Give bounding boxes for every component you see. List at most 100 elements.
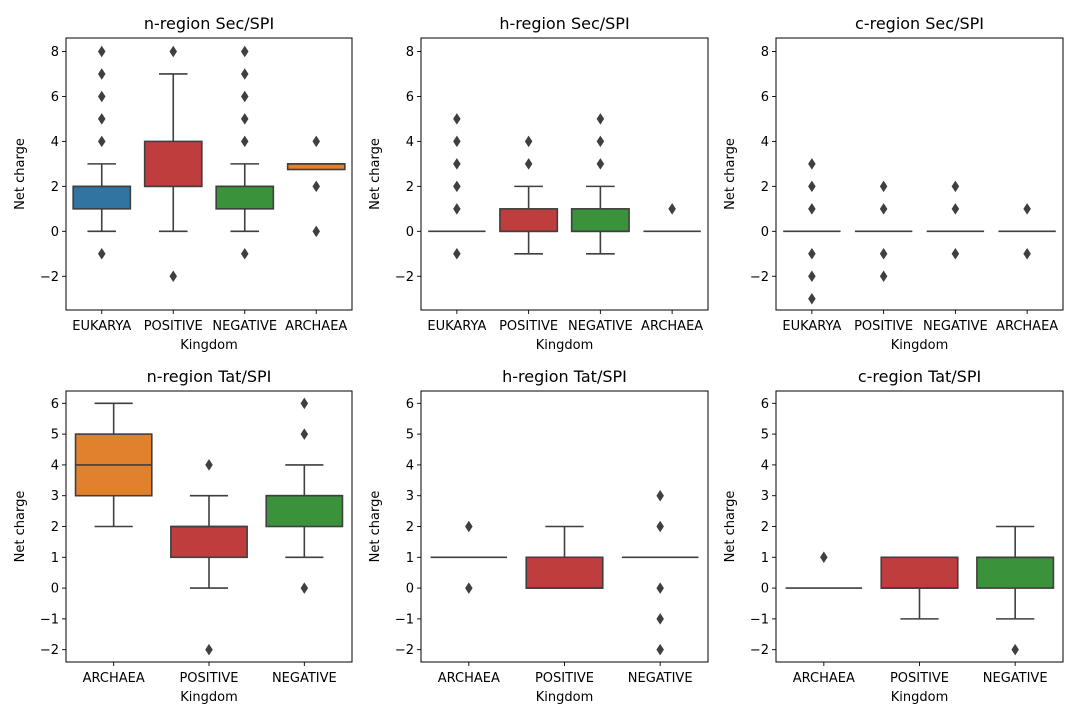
y-tick-label: 6: [761, 397, 769, 412]
panel-title: h-region Tat/SPI: [502, 367, 627, 386]
x-tick-label-archaea: ARCHAEA: [641, 319, 703, 334]
y-tick-label: 4: [406, 135, 414, 150]
y-tick-label: 3: [761, 489, 769, 504]
outlier-point: [169, 270, 178, 283]
outlier-point: [300, 428, 309, 440]
panel-title: n-region Tat/SPI: [147, 367, 272, 386]
x-tick-label-eukarya: EUKARYA: [427, 319, 486, 334]
outlier-point: [656, 489, 664, 502]
box-eukarya: [783, 158, 841, 305]
outlier-point: [951, 180, 960, 193]
box-body: [570, 208, 630, 233]
outlier-point: [808, 248, 816, 260]
box-positive: [854, 180, 913, 283]
box-archaea: [74, 402, 153, 528]
y-tick-label: 2: [406, 520, 414, 535]
outlier-point: [169, 45, 178, 58]
outlier-point: [596, 113, 605, 125]
x-axis-label: Kingdom: [180, 338, 238, 353]
outlier-point: [97, 248, 106, 260]
outlier-point: [453, 203, 461, 215]
box-positive: [143, 45, 203, 283]
box-body: [499, 208, 559, 233]
outlier-point: [453, 135, 461, 148]
panel-n-region-tat-spi: −2 −1 0 1 2 3 4 5 6 ARCHAEA POSITIVE NEGATIVE n-regi…: [13, 367, 353, 705]
outlier-point: [951, 203, 960, 215]
y-tick-label: −1: [40, 612, 59, 627]
outlier-point: [656, 520, 664, 533]
outlier-point: [879, 270, 888, 283]
y-axis-label: Net charge: [13, 491, 28, 563]
x-tick-label-eukarya: EUKARYA: [72, 319, 131, 334]
outlier-point: [300, 582, 309, 594]
box-archaea: [785, 551, 863, 589]
x-tick-label-positive: POSITIVE: [499, 319, 558, 334]
y-tick-label: 0: [51, 582, 59, 597]
box-negative: [215, 45, 275, 260]
outlier-point: [808, 293, 816, 305]
axes-frame: [65, 37, 353, 311]
box-negative: [976, 525, 1055, 656]
x-tick-label-archaea: ARCHAEA: [438, 671, 500, 686]
y-tick-label: 1: [406, 551, 414, 566]
x-tick-label-eukarya: EUKARYA: [782, 319, 841, 334]
y-tick-label: 5: [51, 428, 59, 443]
x-tick-label-archaea: ARCHAEA: [996, 319, 1058, 334]
y-tick-label: 6: [761, 90, 769, 105]
box-body: [72, 185, 132, 210]
y-tick-label: 6: [406, 90, 414, 105]
box-archaea: [643, 203, 701, 233]
box-body: [286, 163, 346, 171]
outlier-point: [312, 225, 321, 238]
y-axis-label: Net charge: [723, 138, 738, 210]
outlier-point: [300, 397, 309, 410]
y-tick-label: 6: [51, 90, 59, 105]
y-axis-label: Net charge: [368, 491, 383, 563]
outlier-point: [668, 203, 676, 215]
outlier-point: [879, 248, 888, 260]
y-tick-label: 5: [761, 428, 769, 443]
y-tick-label: 2: [406, 180, 414, 195]
y-tick-label: 0: [761, 582, 769, 597]
outlier-point: [312, 180, 321, 193]
x-axis-label: Kingdom: [891, 690, 949, 705]
box-body: [265, 494, 344, 528]
outlier-point: [97, 45, 106, 58]
x-tick-label-negative: NEGATIVE: [568, 319, 633, 334]
x-axis-label: Kingdom: [180, 690, 238, 705]
y-tick-label: 0: [406, 225, 414, 240]
y-tick-label: −2: [750, 643, 769, 658]
y-tick-label: 4: [51, 458, 59, 473]
box-eukarya: [428, 113, 486, 260]
outlier-point: [205, 643, 213, 656]
y-tick-label: 6: [406, 397, 414, 412]
y-axis-label: Net charge: [723, 491, 738, 563]
y-tick-label: 2: [51, 180, 59, 195]
y-tick-label: 4: [406, 458, 414, 473]
box-eukarya: [72, 45, 132, 260]
outlier-point: [524, 158, 533, 170]
panel-title: c-region Sec/SPI: [855, 14, 984, 33]
outlier-point: [465, 582, 473, 594]
y-tick-label: 1: [51, 551, 59, 566]
x-tick-label-positive: POSITIVE: [890, 671, 949, 686]
x-tick-label-archaea: ARCHAEA: [793, 671, 855, 686]
box-body: [880, 556, 959, 589]
outlier-point: [808, 180, 816, 193]
y-tick-label: 4: [761, 458, 769, 473]
outlier-point: [524, 135, 533, 148]
panel-c-region-sec-spi: −2 0 2 4 6 8 EUKARYA POSITIVE NEGATIVE ARCHAEA c-r…: [723, 14, 1064, 353]
x-axis-label: Kingdom: [536, 690, 594, 705]
box-positive: [525, 525, 604, 589]
outlier-point: [97, 90, 106, 103]
y-tick-label: 3: [406, 489, 414, 504]
outlier-point: [1011, 643, 1019, 656]
outlier-point: [808, 158, 816, 170]
y-tick-label: 2: [761, 520, 769, 535]
outlier-point: [453, 113, 461, 125]
y-tick-label: 6: [51, 397, 59, 412]
outlier-point: [808, 270, 816, 283]
y-tick-label: −2: [750, 270, 769, 285]
x-tick-label-negative: NEGATIVE: [628, 671, 693, 686]
outlier-point: [596, 158, 605, 170]
